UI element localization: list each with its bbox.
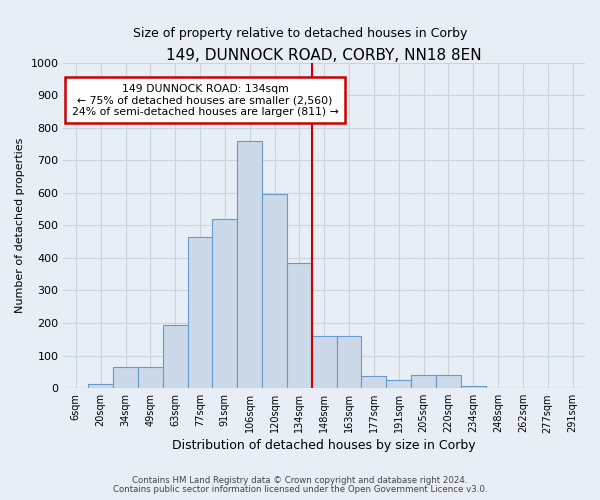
Bar bbox=[88, 384, 113, 388]
Bar bbox=[436, 374, 461, 388]
Bar bbox=[262, 194, 287, 388]
Text: Size of property relative to detached houses in Corby: Size of property relative to detached ho… bbox=[133, 28, 467, 40]
Text: Contains HM Land Registry data © Crown copyright and database right 2024.: Contains HM Land Registry data © Crown c… bbox=[132, 476, 468, 485]
Bar bbox=[411, 374, 436, 388]
Bar bbox=[287, 263, 312, 388]
Bar bbox=[138, 367, 163, 388]
Bar bbox=[337, 336, 361, 388]
Bar bbox=[461, 386, 485, 388]
Y-axis label: Number of detached properties: Number of detached properties bbox=[15, 138, 25, 313]
Bar bbox=[188, 236, 212, 388]
Bar bbox=[212, 219, 237, 388]
X-axis label: Distribution of detached houses by size in Corby: Distribution of detached houses by size … bbox=[172, 440, 476, 452]
Text: Contains public sector information licensed under the Open Government Licence v3: Contains public sector information licen… bbox=[113, 484, 487, 494]
Bar bbox=[163, 324, 188, 388]
Title: 149, DUNNOCK ROAD, CORBY, NN18 8EN: 149, DUNNOCK ROAD, CORBY, NN18 8EN bbox=[166, 48, 482, 62]
Bar bbox=[237, 140, 262, 388]
Text: 149 DUNNOCK ROAD: 134sqm
← 75% of detached houses are smaller (2,560)
24% of sem: 149 DUNNOCK ROAD: 134sqm ← 75% of detach… bbox=[71, 84, 338, 117]
Bar bbox=[386, 380, 411, 388]
Bar bbox=[361, 376, 386, 388]
Bar bbox=[312, 336, 337, 388]
Bar bbox=[113, 367, 138, 388]
